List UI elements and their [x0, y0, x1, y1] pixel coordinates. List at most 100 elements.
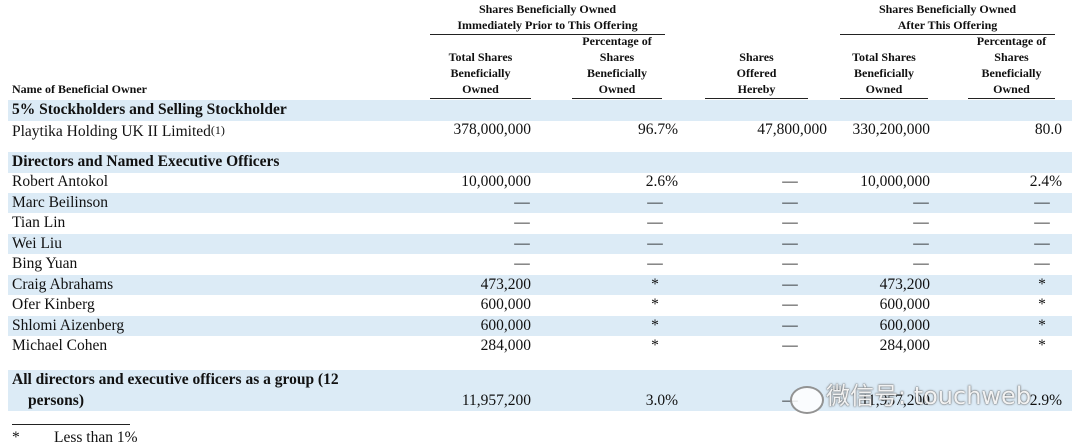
cell-value: * — [1038, 296, 1046, 313]
group-header: Shares Beneficially Owned — [478, 2, 617, 16]
column-header: Beneficially — [450, 66, 511, 80]
section-label: Directors and Named Executive Officers — [12, 153, 280, 170]
column-header: Percentage of — [976, 34, 1047, 48]
column-header: Name of Beneficial Owner — [12, 82, 147, 96]
cell-value: 600,000 — [879, 296, 930, 313]
column-header: Total Shares — [852, 50, 916, 64]
row-label: Craig Abrahams — [12, 275, 114, 293]
cell-value: — — [782, 316, 798, 334]
cell-value: * — [1038, 275, 1046, 293]
cell-value: — — [782, 234, 798, 252]
cell-value: — — [782, 255, 798, 272]
header-rule — [430, 34, 665, 35]
cell-value: — — [913, 193, 929, 211]
footnote-ref: (1) — [210, 123, 225, 137]
column-header: Owned — [598, 82, 636, 96]
cell-value: — — [782, 214, 798, 231]
row-label: Tian Lin — [12, 214, 66, 231]
cell-value: 284,000 — [480, 337, 531, 354]
cell-value: — — [1034, 193, 1050, 211]
cell-value: — — [1034, 234, 1050, 252]
watermark-icon — [790, 386, 824, 414]
row-label: All directors and executive officers as … — [12, 371, 339, 388]
row-label: Ofer Kinberg — [12, 296, 95, 313]
row-stripe — [8, 100, 1072, 121]
cell-value: 11,957,200 — [461, 391, 531, 409]
column-header: Owned — [865, 82, 903, 96]
cell-value: — — [782, 173, 798, 190]
row-stripe — [8, 192, 1072, 213]
cell-value: * — [1038, 316, 1046, 334]
row-label: Playtika Holding UK II Limited(1) — [12, 123, 225, 140]
header-rule — [840, 98, 928, 99]
column-header: Owned — [462, 82, 499, 96]
cell-value: — — [913, 234, 929, 252]
cell-value: — — [647, 255, 663, 272]
cell-value: — — [782, 193, 798, 211]
cell-value: 473,200 — [480, 275, 531, 293]
row-stripe — [8, 274, 1072, 295]
column-header: Beneficially — [587, 66, 647, 80]
cell-value: — — [782, 296, 798, 313]
cell-value: — — [514, 193, 530, 211]
section-label: 5% Stockholders and Selling Stockholder — [12, 101, 287, 118]
cell-value: 10,000,000 — [461, 173, 531, 190]
cell-value: 10,000,000 — [860, 173, 930, 190]
cell-value: 2.9% — [1029, 391, 1062, 409]
row-stripe — [8, 152, 1072, 173]
cell-value: 600,000 — [480, 316, 531, 334]
column-header: Beneficially — [981, 66, 1042, 80]
cell-value: — — [782, 275, 798, 293]
header-rule — [572, 98, 662, 99]
cell-value: 80.0 — [1034, 121, 1062, 138]
cell-value: 2.6% — [645, 173, 678, 190]
row-stripe — [8, 315, 1072, 336]
column-header: Shares — [739, 50, 774, 64]
row-label: Bing Yuan — [12, 255, 78, 272]
cell-value: — — [782, 337, 798, 354]
cell-value: 600,000 — [480, 296, 531, 313]
cell-value: — — [647, 193, 663, 211]
cell-value: 2.4% — [1029, 173, 1062, 190]
cell-value: — — [913, 255, 929, 272]
watermark: 微信号: touchweb — [826, 382, 1032, 410]
cell-value: — — [1034, 214, 1050, 231]
row-label: Marc Beilinson — [12, 193, 108, 211]
group-header: Immediately Prior to This Offering — [457, 18, 638, 32]
cell-value: — — [913, 214, 929, 231]
footnote-marker: * — [12, 429, 20, 446]
cell-value: — — [514, 214, 530, 231]
cell-value: 378,000,000 — [453, 121, 532, 138]
column-header: Beneficially — [854, 66, 914, 80]
cell-value: — — [647, 234, 663, 252]
cell-value: * — [651, 275, 659, 293]
column-header: Shares — [994, 50, 1029, 64]
cell-value: * — [651, 296, 659, 313]
header-rule — [840, 34, 1055, 35]
cell-value: * — [1038, 337, 1046, 354]
cell-value: — — [514, 234, 530, 252]
cell-value: 330,200,000 — [852, 121, 931, 138]
cell-value: — — [647, 214, 663, 231]
cell-value: 96.7% — [637, 121, 678, 138]
column-header: Offered — [736, 66, 777, 80]
cell-value: 600,000 — [879, 316, 930, 334]
row-stripe — [8, 233, 1072, 254]
group-header: After This Offering — [897, 18, 998, 32]
cell-value: 47,800,000 — [757, 121, 827, 138]
header-rule — [968, 98, 1055, 99]
cell-value: 11,957,200 — [860, 391, 930, 409]
cell-value: — — [1034, 255, 1050, 272]
row-label: Wei Liu — [12, 234, 62, 252]
row-stripe — [8, 370, 1072, 411]
column-header: Hereby — [737, 82, 776, 96]
row-label: Shlomi Aizenberg — [12, 316, 125, 334]
header-rule — [430, 98, 531, 99]
row-label: persons) — [28, 391, 84, 409]
cell-value: * — [651, 337, 659, 354]
column-header: Owned — [993, 82, 1030, 96]
row-label: Robert Antokol — [12, 173, 109, 190]
group-header: Shares Beneficially Owned — [878, 2, 1017, 16]
row-label: Michael Cohen — [12, 337, 108, 354]
